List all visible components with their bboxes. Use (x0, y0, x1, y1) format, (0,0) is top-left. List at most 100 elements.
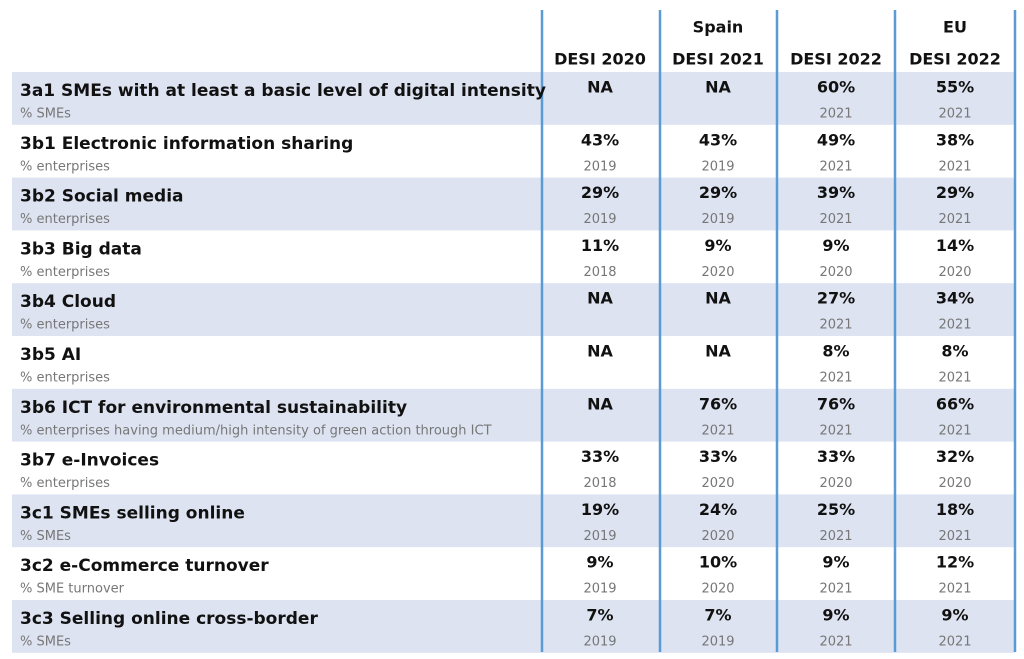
cell-value: 7% (704, 606, 731, 625)
cell-year: 2020 (938, 265, 971, 280)
cell-year: 2021 (819, 635, 852, 650)
row-label: 3c3 Selling online cross-border (20, 609, 318, 629)
cell-year: 2021 (819, 423, 852, 438)
cell-year: 2021 (819, 318, 852, 333)
cell-year: 2021 (938, 212, 971, 227)
cell-value: 9% (822, 236, 849, 255)
cell-value: 10% (699, 553, 737, 572)
cell-value: 29% (581, 183, 619, 202)
cell-year: 2021 (819, 582, 852, 597)
row-label: 3c2 e-Commerce turnover (20, 556, 269, 576)
cell-value: NA (705, 78, 731, 97)
cell-value: 9% (941, 606, 968, 625)
cell-year: 2019 (701, 635, 734, 650)
cell-year: 2021 (819, 212, 852, 227)
cell-value: 34% (936, 289, 974, 308)
cell-year: 2021 (938, 582, 971, 597)
cell-value: NA (705, 289, 731, 308)
cell-year: 2019 (701, 212, 734, 227)
cell-value: 66% (936, 394, 974, 413)
cell-value: 38% (936, 130, 974, 149)
cell-value: 19% (581, 500, 619, 519)
row-unit: % enterprises (20, 212, 110, 227)
row-label: 3b1 Electronic information sharing (20, 134, 353, 154)
cell-year: 2021 (938, 318, 971, 333)
column-header: DESI 2022 (790, 50, 882, 69)
row-label: 3b5 AI (20, 345, 81, 365)
cell-value: NA (587, 78, 613, 97)
cell-value: 33% (581, 447, 619, 466)
cell-value: 29% (699, 183, 737, 202)
cell-year: 2019 (583, 529, 616, 544)
cell-year: 2021 (938, 423, 971, 438)
cell-value: 49% (817, 130, 855, 149)
cell-year: 2021 (819, 107, 852, 122)
row-label: 3b7 e-Invoices (20, 451, 159, 471)
cell-value: 55% (936, 78, 974, 97)
cell-year: 2021 (819, 371, 852, 386)
cell-year: 2019 (583, 635, 616, 650)
cell-year: 2019 (583, 212, 616, 227)
cell-value: 32% (936, 447, 974, 466)
cell-value: 43% (581, 130, 619, 149)
row-shade (12, 72, 1015, 125)
cell-value: 39% (817, 183, 855, 202)
cell-value: NA (587, 342, 613, 361)
cell-value: NA (587, 289, 613, 308)
cell-value: 7% (586, 606, 613, 625)
cell-value: 9% (704, 236, 731, 255)
cell-year: 2021 (938, 371, 971, 386)
cell-year: 2018 (583, 476, 616, 491)
cell-value: 12% (936, 553, 974, 572)
column-header: DESI 2021 (672, 50, 764, 69)
cell-value: 8% (822, 342, 849, 361)
row-label: 3b6 ICT for environmental sustainability (20, 398, 407, 418)
row-unit: % SME turnover (20, 582, 125, 597)
cell-year: 2021 (938, 529, 971, 544)
row-label: 3a1 SMEs with at least a basic level of … (20, 81, 546, 101)
cell-year: 2020 (819, 476, 852, 491)
row-unit: % SMEs (20, 635, 71, 650)
cell-year: 2021 (701, 423, 734, 438)
cell-year: 2019 (583, 582, 616, 597)
row-label: 3b4 Cloud (20, 292, 116, 312)
row-shade (12, 494, 1015, 548)
cell-year: 2019 (583, 159, 616, 174)
cell-year: 2021 (938, 635, 971, 650)
column-header: DESI 2022 (909, 50, 1001, 69)
cell-value: 27% (817, 289, 855, 308)
cell-value: 60% (817, 78, 855, 97)
row-unit: % enterprises (20, 159, 110, 174)
cell-value: 76% (817, 394, 855, 413)
cell-value: 14% (936, 236, 974, 255)
cell-year: 2021 (819, 159, 852, 174)
row-shade (12, 600, 1015, 653)
cell-year: 2020 (701, 476, 734, 491)
row-shade (12, 177, 1015, 231)
cell-value: 29% (936, 183, 974, 202)
row-label: 3b2 Social media (20, 187, 184, 207)
cell-year: 2020 (819, 265, 852, 280)
row-label: 3c1 SMEs selling online (20, 503, 245, 523)
row-unit: % enterprises (20, 371, 110, 386)
cell-value: 18% (936, 500, 974, 519)
group-header: EU (943, 18, 967, 37)
cell-value: 11% (581, 236, 619, 255)
cell-value: 33% (699, 447, 737, 466)
cell-value: 24% (699, 500, 737, 519)
cell-value: 9% (822, 553, 849, 572)
group-header: Spain (693, 18, 744, 37)
cell-value: NA (705, 342, 731, 361)
row-unit: % SMEs (20, 107, 71, 122)
row-label: 3b3 Big data (20, 239, 142, 259)
cell-value: 9% (822, 606, 849, 625)
row-unit: % SMEs (20, 529, 71, 544)
cell-value: 25% (817, 500, 855, 519)
cell-year: 2019 (701, 159, 734, 174)
cell-year: 2020 (701, 265, 734, 280)
row-unit: % enterprises having medium/high intensi… (20, 423, 492, 438)
cell-year: 2020 (701, 529, 734, 544)
row-unit: % enterprises (20, 476, 110, 491)
cell-year: 2021 (819, 529, 852, 544)
